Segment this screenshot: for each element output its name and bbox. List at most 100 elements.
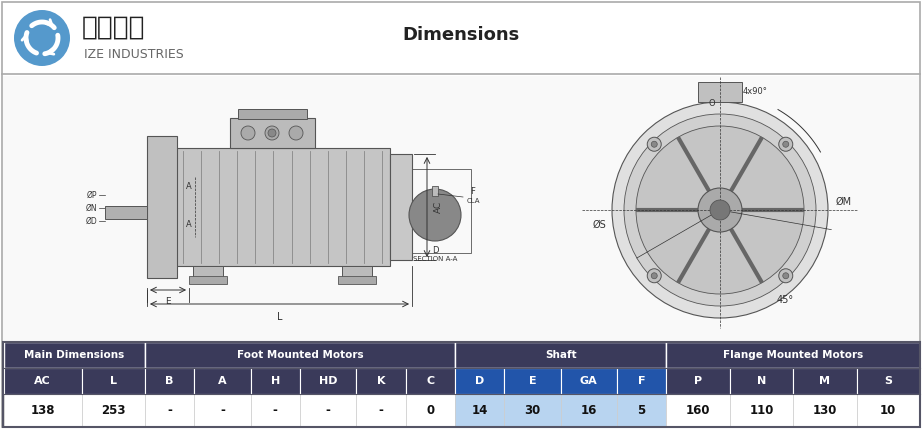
Circle shape bbox=[779, 269, 793, 283]
Circle shape bbox=[268, 129, 276, 137]
Bar bbox=[4, 368, 81, 394]
Bar bbox=[3, 342, 920, 427]
Text: Flange Mounted Motors: Flange Mounted Motors bbox=[723, 350, 863, 360]
Bar bbox=[195, 394, 251, 427]
Text: Dimensions: Dimensions bbox=[402, 26, 520, 44]
Circle shape bbox=[698, 188, 742, 232]
Bar bbox=[504, 394, 561, 427]
Text: SECTION A-A: SECTION A-A bbox=[413, 256, 457, 262]
Text: B: B bbox=[165, 376, 173, 386]
Bar bbox=[238, 109, 307, 119]
Bar bbox=[561, 368, 617, 394]
Circle shape bbox=[409, 189, 461, 241]
Text: 16: 16 bbox=[581, 404, 597, 417]
Bar bbox=[455, 368, 504, 394]
Text: -: - bbox=[379, 404, 384, 417]
Bar bbox=[857, 394, 920, 427]
Bar bbox=[4, 394, 81, 427]
Text: ØD: ØD bbox=[85, 217, 97, 226]
Circle shape bbox=[647, 137, 661, 151]
Bar bbox=[338, 276, 376, 284]
Bar bbox=[729, 368, 793, 394]
Bar bbox=[189, 276, 227, 284]
Bar bbox=[406, 394, 455, 427]
Bar bbox=[105, 206, 147, 219]
Bar bbox=[251, 368, 300, 394]
Text: GA: GA bbox=[580, 376, 597, 386]
Bar bbox=[432, 186, 438, 196]
Circle shape bbox=[612, 102, 828, 318]
Text: D: D bbox=[475, 376, 484, 386]
Text: P: P bbox=[694, 376, 703, 386]
Bar bbox=[617, 368, 667, 394]
Bar bbox=[356, 368, 406, 394]
Text: N: N bbox=[757, 376, 766, 386]
Text: 5: 5 bbox=[637, 404, 645, 417]
Bar bbox=[3, 76, 919, 342]
Text: AC: AC bbox=[34, 376, 51, 386]
Text: A: A bbox=[186, 182, 192, 191]
Text: -: - bbox=[167, 404, 172, 417]
Text: 160: 160 bbox=[686, 404, 710, 417]
Bar bbox=[857, 368, 920, 394]
Text: 110: 110 bbox=[750, 404, 774, 417]
Text: Main Dimensions: Main Dimensions bbox=[24, 350, 124, 360]
Text: 0: 0 bbox=[426, 404, 434, 417]
Circle shape bbox=[647, 269, 661, 283]
Circle shape bbox=[624, 114, 816, 306]
Circle shape bbox=[651, 141, 657, 147]
Bar bbox=[230, 118, 315, 148]
Bar bbox=[406, 368, 455, 394]
Text: ØP: ØP bbox=[87, 190, 97, 199]
Bar bbox=[251, 394, 300, 427]
Bar bbox=[729, 394, 793, 427]
Circle shape bbox=[651, 273, 657, 279]
Bar bbox=[145, 368, 195, 394]
Text: ØM: ØM bbox=[836, 197, 852, 207]
Text: F: F bbox=[638, 376, 645, 386]
Bar bbox=[793, 394, 857, 427]
Bar bbox=[667, 342, 920, 368]
Circle shape bbox=[783, 273, 788, 279]
Text: CLA: CLA bbox=[467, 198, 479, 204]
Text: 253: 253 bbox=[101, 404, 125, 417]
Circle shape bbox=[241, 126, 255, 140]
Bar bbox=[195, 368, 251, 394]
Bar bbox=[2, 2, 920, 74]
Text: S: S bbox=[884, 376, 892, 386]
Text: HD: HD bbox=[319, 376, 337, 386]
Text: C: C bbox=[426, 376, 434, 386]
Circle shape bbox=[289, 126, 303, 140]
Bar bbox=[81, 394, 145, 427]
Bar bbox=[617, 394, 667, 427]
Text: O: O bbox=[709, 99, 715, 108]
Bar bbox=[667, 394, 729, 427]
Text: M: M bbox=[820, 376, 831, 386]
Bar bbox=[175, 148, 390, 266]
Bar bbox=[698, 82, 742, 102]
Text: ØS: ØS bbox=[592, 220, 606, 230]
Circle shape bbox=[265, 126, 279, 140]
Text: IZE INDUSTRIES: IZE INDUSTRIES bbox=[84, 48, 183, 61]
Text: -: - bbox=[273, 404, 278, 417]
Text: D: D bbox=[431, 246, 438, 255]
Bar bbox=[504, 368, 561, 394]
Bar bbox=[300, 368, 356, 394]
Bar bbox=[667, 368, 729, 394]
Bar bbox=[390, 154, 412, 260]
Bar bbox=[561, 394, 617, 427]
Text: A: A bbox=[219, 376, 227, 386]
Text: 14: 14 bbox=[471, 404, 488, 417]
Text: L: L bbox=[110, 376, 117, 386]
Bar bbox=[793, 368, 857, 394]
Text: 4x90°: 4x90° bbox=[742, 87, 767, 96]
Text: A: A bbox=[186, 220, 192, 229]
Circle shape bbox=[783, 141, 788, 147]
Circle shape bbox=[14, 10, 70, 66]
Text: H: H bbox=[271, 376, 280, 386]
Bar bbox=[193, 266, 223, 282]
Text: 30: 30 bbox=[525, 404, 540, 417]
Bar bbox=[455, 342, 667, 368]
Circle shape bbox=[710, 200, 730, 220]
Bar bbox=[4, 342, 145, 368]
